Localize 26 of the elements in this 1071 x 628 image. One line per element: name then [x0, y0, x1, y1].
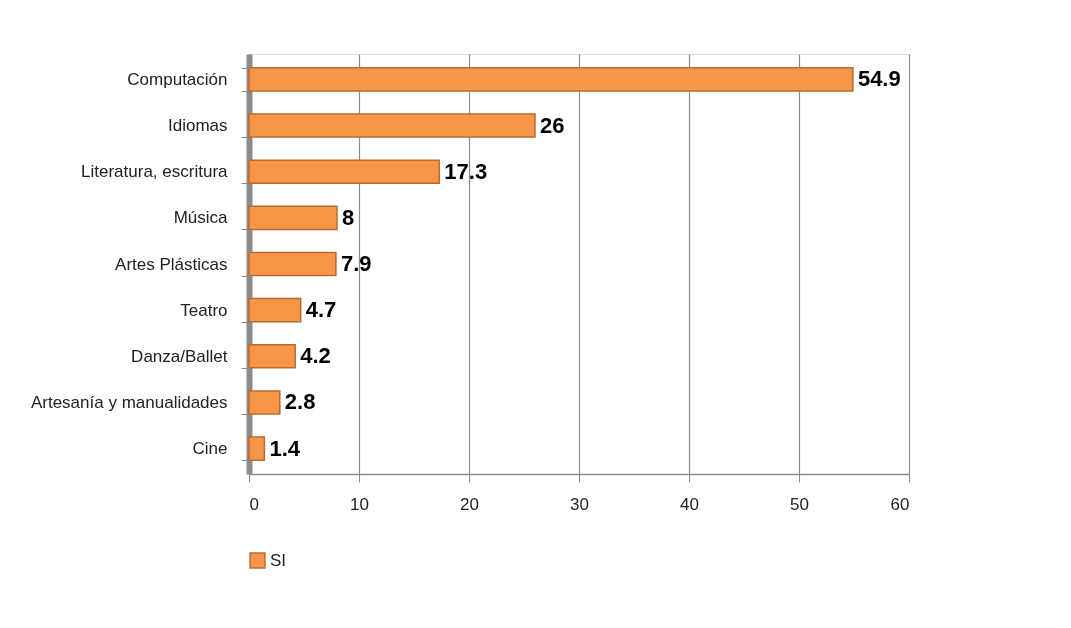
x-tick-label: 60 [890, 494, 910, 514]
data-label: 1.4 [269, 435, 301, 461]
y-tick-label: Música [173, 208, 229, 228]
data-label: 7.9 [340, 251, 372, 276]
data-label: 4.2 [300, 343, 331, 369]
y-tick-label: Artesanía y manualidades [30, 392, 228, 412]
data-label: 54.9 [857, 66, 901, 92]
data-label: 4.7 [305, 297, 337, 323]
x-tick-label: 50 [790, 494, 809, 514]
x-tick-label: 40 [680, 494, 699, 514]
y-tick-label: Teatro [180, 300, 228, 320]
y-tick-label: Idiomas [167, 116, 228, 136]
data-label: 8 [342, 204, 355, 230]
data-label: 2.8 [284, 389, 316, 415]
y-tick-label: Danza/Ballet [131, 346, 228, 366]
x-tick-label: 10 [350, 494, 369, 514]
y-tick-label: Computación [127, 69, 228, 89]
x-tick-label: 20 [460, 494, 479, 514]
y-tick-label: Artes Plásticas [115, 254, 228, 274]
x-tick-label: 0 [249, 494, 259, 514]
y-tick-label: Literatura, escritura [81, 162, 229, 182]
legend-label: SI [270, 550, 287, 570]
x-tick-label: 30 [570, 494, 589, 514]
y-tick-label: Cine [192, 439, 228, 459]
data-label: 17.3 [444, 158, 488, 184]
data-label: 26 [540, 112, 565, 138]
